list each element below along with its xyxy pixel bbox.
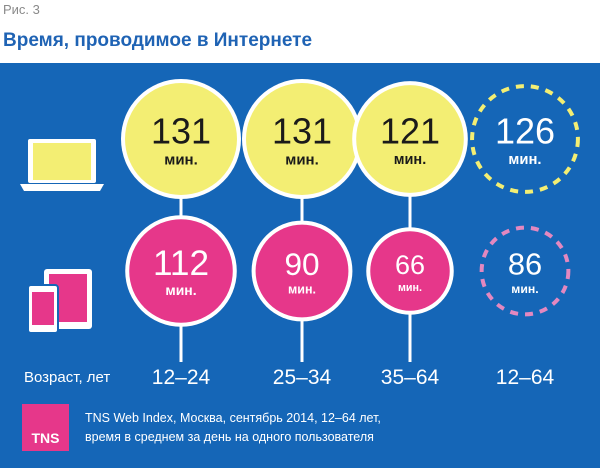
- bubble-chart: Возраст, лет 12–24131мин.112мин.25–34131м…: [20, 79, 580, 389]
- laptop-base: [20, 184, 104, 191]
- chart-panel: Возраст, лет 12–24 131 мин. 112 мин. 25–34 131 м…: [0, 63, 600, 468]
- mobile-devices-bubble: [370, 231, 450, 311]
- mobile-devices-unit-label: мин.: [398, 282, 422, 294]
- phone-screen: [32, 292, 54, 325]
- category-tick-label: 35–64: [381, 366, 440, 389]
- mobile-devices-unit-label: мин.: [165, 282, 196, 298]
- laptop-bubble: [125, 83, 237, 195]
- category-tick-label: 12–64: [496, 366, 555, 389]
- laptop-bubble: [246, 83, 358, 195]
- tablet-phone-icon: [27, 269, 92, 334]
- source-line-1: TNS Web Index, Москва, сентябрь 2014, 12…: [85, 411, 381, 425]
- laptop-icon: [20, 139, 104, 191]
- x-axis-label: Возраст, лет: [24, 369, 110, 386]
- mobile-devices-unit-label: мин.: [511, 282, 538, 296]
- tns-logo-text: TNS: [31, 430, 60, 446]
- laptop-unit-label: мин.: [285, 151, 319, 168]
- source-line-2: время в среднем за день на одного пользо…: [85, 430, 374, 444]
- mobile-devices-unit-label: мин.: [288, 282, 316, 296]
- mobile-devices-bubble: [255, 224, 349, 318]
- mobile-devices-value-label: 66: [395, 250, 425, 280]
- laptop-bubble: [356, 85, 464, 193]
- source-note: TNS Web Index, Москва, сентябрь 2014, 12…: [85, 409, 381, 447]
- laptop-value-label: 131: [272, 110, 332, 151]
- category-tick-label: 12–24: [152, 366, 211, 389]
- laptop-unit-label: мин.: [508, 152, 541, 168]
- laptop-value-label: 126: [495, 110, 555, 151]
- mobile-devices-total-bubble: [479, 225, 571, 317]
- laptop-value-label: 131: [151, 110, 211, 151]
- laptop-unit-label: мин.: [164, 151, 198, 168]
- mobile-devices-bubble: [129, 219, 233, 323]
- laptop-screen: [33, 143, 91, 180]
- laptop-unit-label: мин.: [394, 152, 426, 168]
- laptop-total-bubble: [470, 84, 580, 194]
- chart-title: Время, проводимое в Интернете: [3, 30, 313, 51]
- tns-logo: TNS: [22, 404, 69, 451]
- category-tick-label: 25–34: [273, 366, 332, 389]
- laptop-value-label: 121: [380, 110, 440, 151]
- mobile-devices-value-label: 112: [153, 244, 209, 283]
- mobile-devices-value-label: 86: [508, 247, 542, 282]
- mobile-devices-value-label: 90: [284, 246, 319, 282]
- figure-label: Рис. 3: [3, 2, 40, 17]
